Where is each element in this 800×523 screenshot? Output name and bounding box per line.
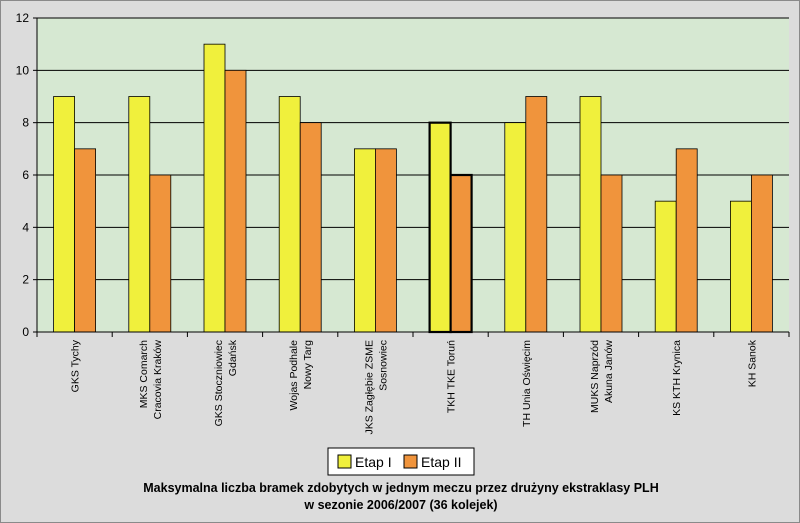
bar-etap-2 — [675, 148, 698, 333]
chart-title-line-2: w sezonie 2006/2007 (36 kolejek) — [303, 498, 497, 512]
bar-etap-1 — [730, 200, 752, 333]
y-tick-label: 2 — [22, 273, 29, 287]
bar-etap-2 — [449, 173, 473, 334]
x-category-label: TKH TKE Toruń — [446, 340, 458, 413]
bar-etap-1 — [353, 148, 376, 333]
x-category-label: Sosnowiec — [377, 340, 389, 391]
x-category-labels: GKS Tychy MKS Comarch Cracovia Kraków GKS S… — [70, 339, 759, 434]
y-tick-label: 0 — [22, 325, 29, 339]
bar-etap-1 — [654, 200, 677, 333]
x-category-label: JKS Zagłębie ZSME — [363, 340, 375, 435]
bar-etap-1 — [278, 96, 301, 333]
x-category-label: Wojas Podhale — [288, 340, 300, 411]
bar-etap-2 — [299, 122, 322, 333]
legend-swatch-etap-2 — [403, 454, 418, 469]
bar-etap-2 — [224, 69, 247, 333]
x-category-label: GKS Stoczniowiec — [213, 340, 225, 426]
legend-swatch-etap-1 — [337, 454, 352, 469]
x-category-label: Cracovia Kraków — [152, 340, 164, 420]
bar-etap-2 — [374, 148, 397, 333]
x-category-label: MUKS Naprzód — [589, 340, 601, 413]
bar-etap-2 — [74, 148, 96, 333]
bar-etap-2 — [525, 96, 548, 333]
chart-title-line-1: Maksymalna liczba bramek zdobytych w jed… — [143, 481, 658, 495]
legend: Etap I Etap II — [327, 447, 475, 476]
bar-etap-2 — [600, 174, 623, 333]
x-category-label: MKS Comarch — [138, 340, 150, 408]
y-tick-label: 6 — [22, 168, 29, 182]
bar-etap-2 — [149, 174, 172, 333]
bar-etap-1 — [428, 121, 452, 334]
bar-etap-1 — [203, 43, 226, 333]
y-tick-label: 12 — [16, 11, 30, 25]
x-category-label: KS KTH Krynica — [671, 340, 683, 416]
y-ticks: 0 2 4 6 8 10 12 — [16, 11, 790, 339]
bar-etap-1 — [579, 96, 602, 333]
legend-box — [327, 447, 475, 476]
bars — [53, 43, 773, 334]
x-category-label: Gdańsk — [227, 339, 239, 376]
y-tick-label: 10 — [16, 63, 30, 77]
y-tick-label: 8 — [22, 116, 29, 130]
x-category-label: Akuna Janów — [603, 340, 615, 403]
bar-etap-1 — [128, 96, 151, 333]
bar-etap-1 — [53, 96, 75, 333]
x-category-label: TH Unia Oświęcim — [521, 340, 533, 427]
x-category-label: KH Sanok — [746, 339, 758, 387]
bar-etap-1 — [504, 122, 527, 333]
bar-etap-2 — [751, 174, 773, 333]
legend-label-etap-2: Etap II — [421, 454, 461, 470]
y-tick-label: 4 — [22, 220, 29, 234]
x-category-label: GKS Tychy — [70, 339, 82, 392]
legend-label-etap-1: Etap I — [355, 454, 392, 470]
x-category-label: Nowy Targ — [302, 340, 314, 390]
